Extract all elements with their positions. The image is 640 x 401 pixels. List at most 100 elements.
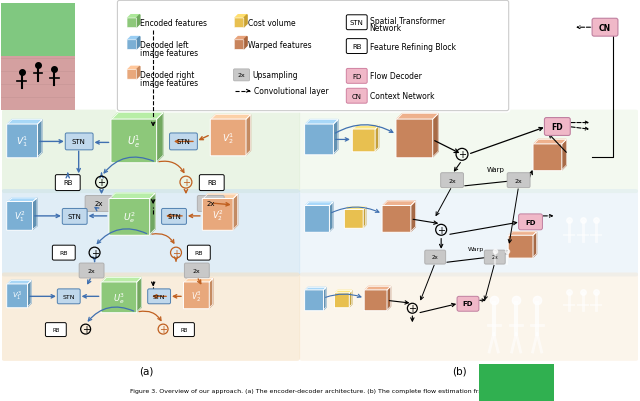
FancyBboxPatch shape: [197, 196, 224, 212]
FancyBboxPatch shape: [117, 1, 509, 111]
Bar: [479, 364, 554, 401]
Polygon shape: [396, 114, 438, 120]
Text: FD: FD: [525, 219, 536, 225]
Polygon shape: [509, 232, 536, 236]
Text: $U_e^3$: $U_e^3$: [113, 290, 125, 305]
Text: $U_e^1$: $U_e^1$: [127, 133, 141, 150]
FancyBboxPatch shape: [234, 19, 244, 28]
FancyBboxPatch shape: [202, 199, 233, 231]
FancyBboxPatch shape: [211, 120, 246, 156]
Text: CN: CN: [352, 93, 362, 99]
Bar: [1, 57, 75, 110]
Text: RB: RB: [180, 327, 188, 332]
FancyBboxPatch shape: [6, 284, 28, 308]
Polygon shape: [374, 126, 379, 152]
Text: Warped features: Warped features: [248, 41, 311, 50]
FancyBboxPatch shape: [52, 245, 76, 260]
Text: FD: FD: [552, 123, 563, 132]
FancyBboxPatch shape: [484, 251, 505, 264]
Polygon shape: [127, 67, 140, 71]
FancyBboxPatch shape: [184, 263, 209, 278]
Polygon shape: [136, 16, 140, 28]
FancyBboxPatch shape: [127, 71, 136, 80]
FancyBboxPatch shape: [457, 297, 479, 312]
FancyBboxPatch shape: [199, 175, 224, 191]
Text: Warp: Warp: [468, 247, 484, 251]
Bar: [1, 4, 75, 57]
FancyBboxPatch shape: [234, 70, 250, 82]
Text: 2x: 2x: [207, 200, 215, 207]
FancyBboxPatch shape: [346, 16, 367, 30]
Text: Feature Refining Block: Feature Refining Block: [370, 43, 456, 51]
Text: Decoded right: Decoded right: [140, 71, 195, 80]
Text: +: +: [159, 324, 167, 334]
Text: image features: image features: [140, 49, 198, 58]
FancyBboxPatch shape: [425, 251, 445, 264]
Text: (b): (b): [452, 366, 467, 376]
Text: Cost volume: Cost volume: [248, 19, 295, 28]
Text: +: +: [97, 178, 106, 188]
Polygon shape: [305, 120, 338, 125]
Text: STN: STN: [350, 20, 364, 26]
Text: STN: STN: [153, 294, 165, 299]
Text: +: +: [172, 248, 180, 258]
FancyBboxPatch shape: [352, 130, 375, 152]
FancyBboxPatch shape: [1, 273, 300, 361]
FancyBboxPatch shape: [305, 290, 323, 311]
FancyBboxPatch shape: [170, 134, 197, 150]
Polygon shape: [244, 16, 247, 28]
FancyBboxPatch shape: [101, 282, 137, 313]
FancyBboxPatch shape: [109, 199, 150, 236]
Text: 2x: 2x: [515, 178, 522, 183]
Text: 2x: 2x: [193, 268, 201, 273]
Text: CN: CN: [599, 24, 611, 32]
Text: +: +: [408, 304, 417, 314]
Polygon shape: [329, 203, 333, 232]
Text: STN: STN: [176, 139, 190, 145]
FancyBboxPatch shape: [79, 263, 104, 278]
FancyBboxPatch shape: [1, 190, 300, 277]
FancyBboxPatch shape: [62, 209, 87, 225]
Text: STN: STN: [167, 213, 181, 219]
FancyBboxPatch shape: [127, 19, 136, 28]
Text: 2x: 2x: [237, 73, 245, 78]
FancyBboxPatch shape: [85, 196, 112, 212]
Text: RB: RB: [60, 251, 68, 255]
Polygon shape: [7, 120, 42, 125]
FancyBboxPatch shape: [396, 120, 433, 158]
Text: +: +: [82, 324, 90, 334]
Text: Encoded features: Encoded features: [140, 19, 207, 28]
Text: Upsampling: Upsampling: [252, 71, 298, 80]
Polygon shape: [136, 67, 140, 80]
Text: Figure 3. Overview of our approach. (a) The encoder-decoder architecture. (b) Th: Figure 3. Overview of our approach. (a) …: [130, 388, 510, 393]
Polygon shape: [244, 37, 247, 50]
Polygon shape: [333, 120, 338, 155]
Text: +: +: [182, 178, 190, 188]
Polygon shape: [305, 203, 333, 207]
Text: FD: FD: [463, 300, 473, 306]
FancyBboxPatch shape: [299, 110, 639, 194]
Polygon shape: [7, 281, 31, 285]
Text: Decoded left: Decoded left: [140, 41, 189, 50]
Polygon shape: [7, 198, 37, 203]
Polygon shape: [127, 16, 140, 19]
Polygon shape: [383, 201, 415, 207]
Text: (a): (a): [139, 366, 154, 376]
Polygon shape: [209, 279, 212, 308]
Polygon shape: [534, 140, 566, 145]
Polygon shape: [111, 113, 163, 120]
Polygon shape: [32, 198, 37, 230]
FancyBboxPatch shape: [111, 120, 157, 163]
FancyBboxPatch shape: [1, 110, 300, 194]
Polygon shape: [349, 291, 352, 308]
Text: +: +: [91, 248, 99, 258]
Text: 2x: 2x: [448, 178, 456, 183]
Polygon shape: [323, 288, 326, 310]
Polygon shape: [211, 115, 250, 120]
Polygon shape: [27, 281, 31, 308]
Polygon shape: [432, 114, 438, 158]
Text: $V_1^1$: $V_1^1$: [16, 134, 28, 149]
FancyBboxPatch shape: [6, 125, 38, 158]
Polygon shape: [232, 194, 237, 230]
FancyBboxPatch shape: [65, 134, 93, 150]
